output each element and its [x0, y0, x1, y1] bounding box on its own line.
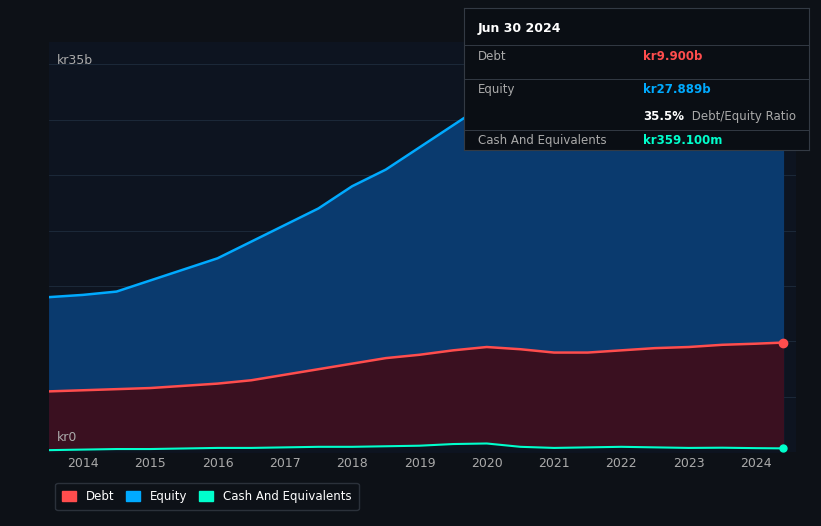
Text: Debt/Equity Ratio: Debt/Equity Ratio [688, 110, 796, 123]
Text: kr0: kr0 [57, 431, 77, 444]
Text: Jun 30 2024: Jun 30 2024 [478, 22, 562, 35]
Text: kr359.100m: kr359.100m [643, 134, 722, 147]
Text: kr27.889b: kr27.889b [643, 83, 711, 96]
Text: kr9.900b: kr9.900b [643, 50, 703, 64]
Text: kr35b: kr35b [57, 54, 93, 67]
Text: 35.5%: 35.5% [643, 110, 684, 123]
Legend: Debt, Equity, Cash And Equivalents: Debt, Equity, Cash And Equivalents [55, 483, 359, 510]
Text: Debt: Debt [478, 50, 507, 64]
Text: Cash And Equivalents: Cash And Equivalents [478, 134, 606, 147]
Text: Equity: Equity [478, 83, 515, 96]
